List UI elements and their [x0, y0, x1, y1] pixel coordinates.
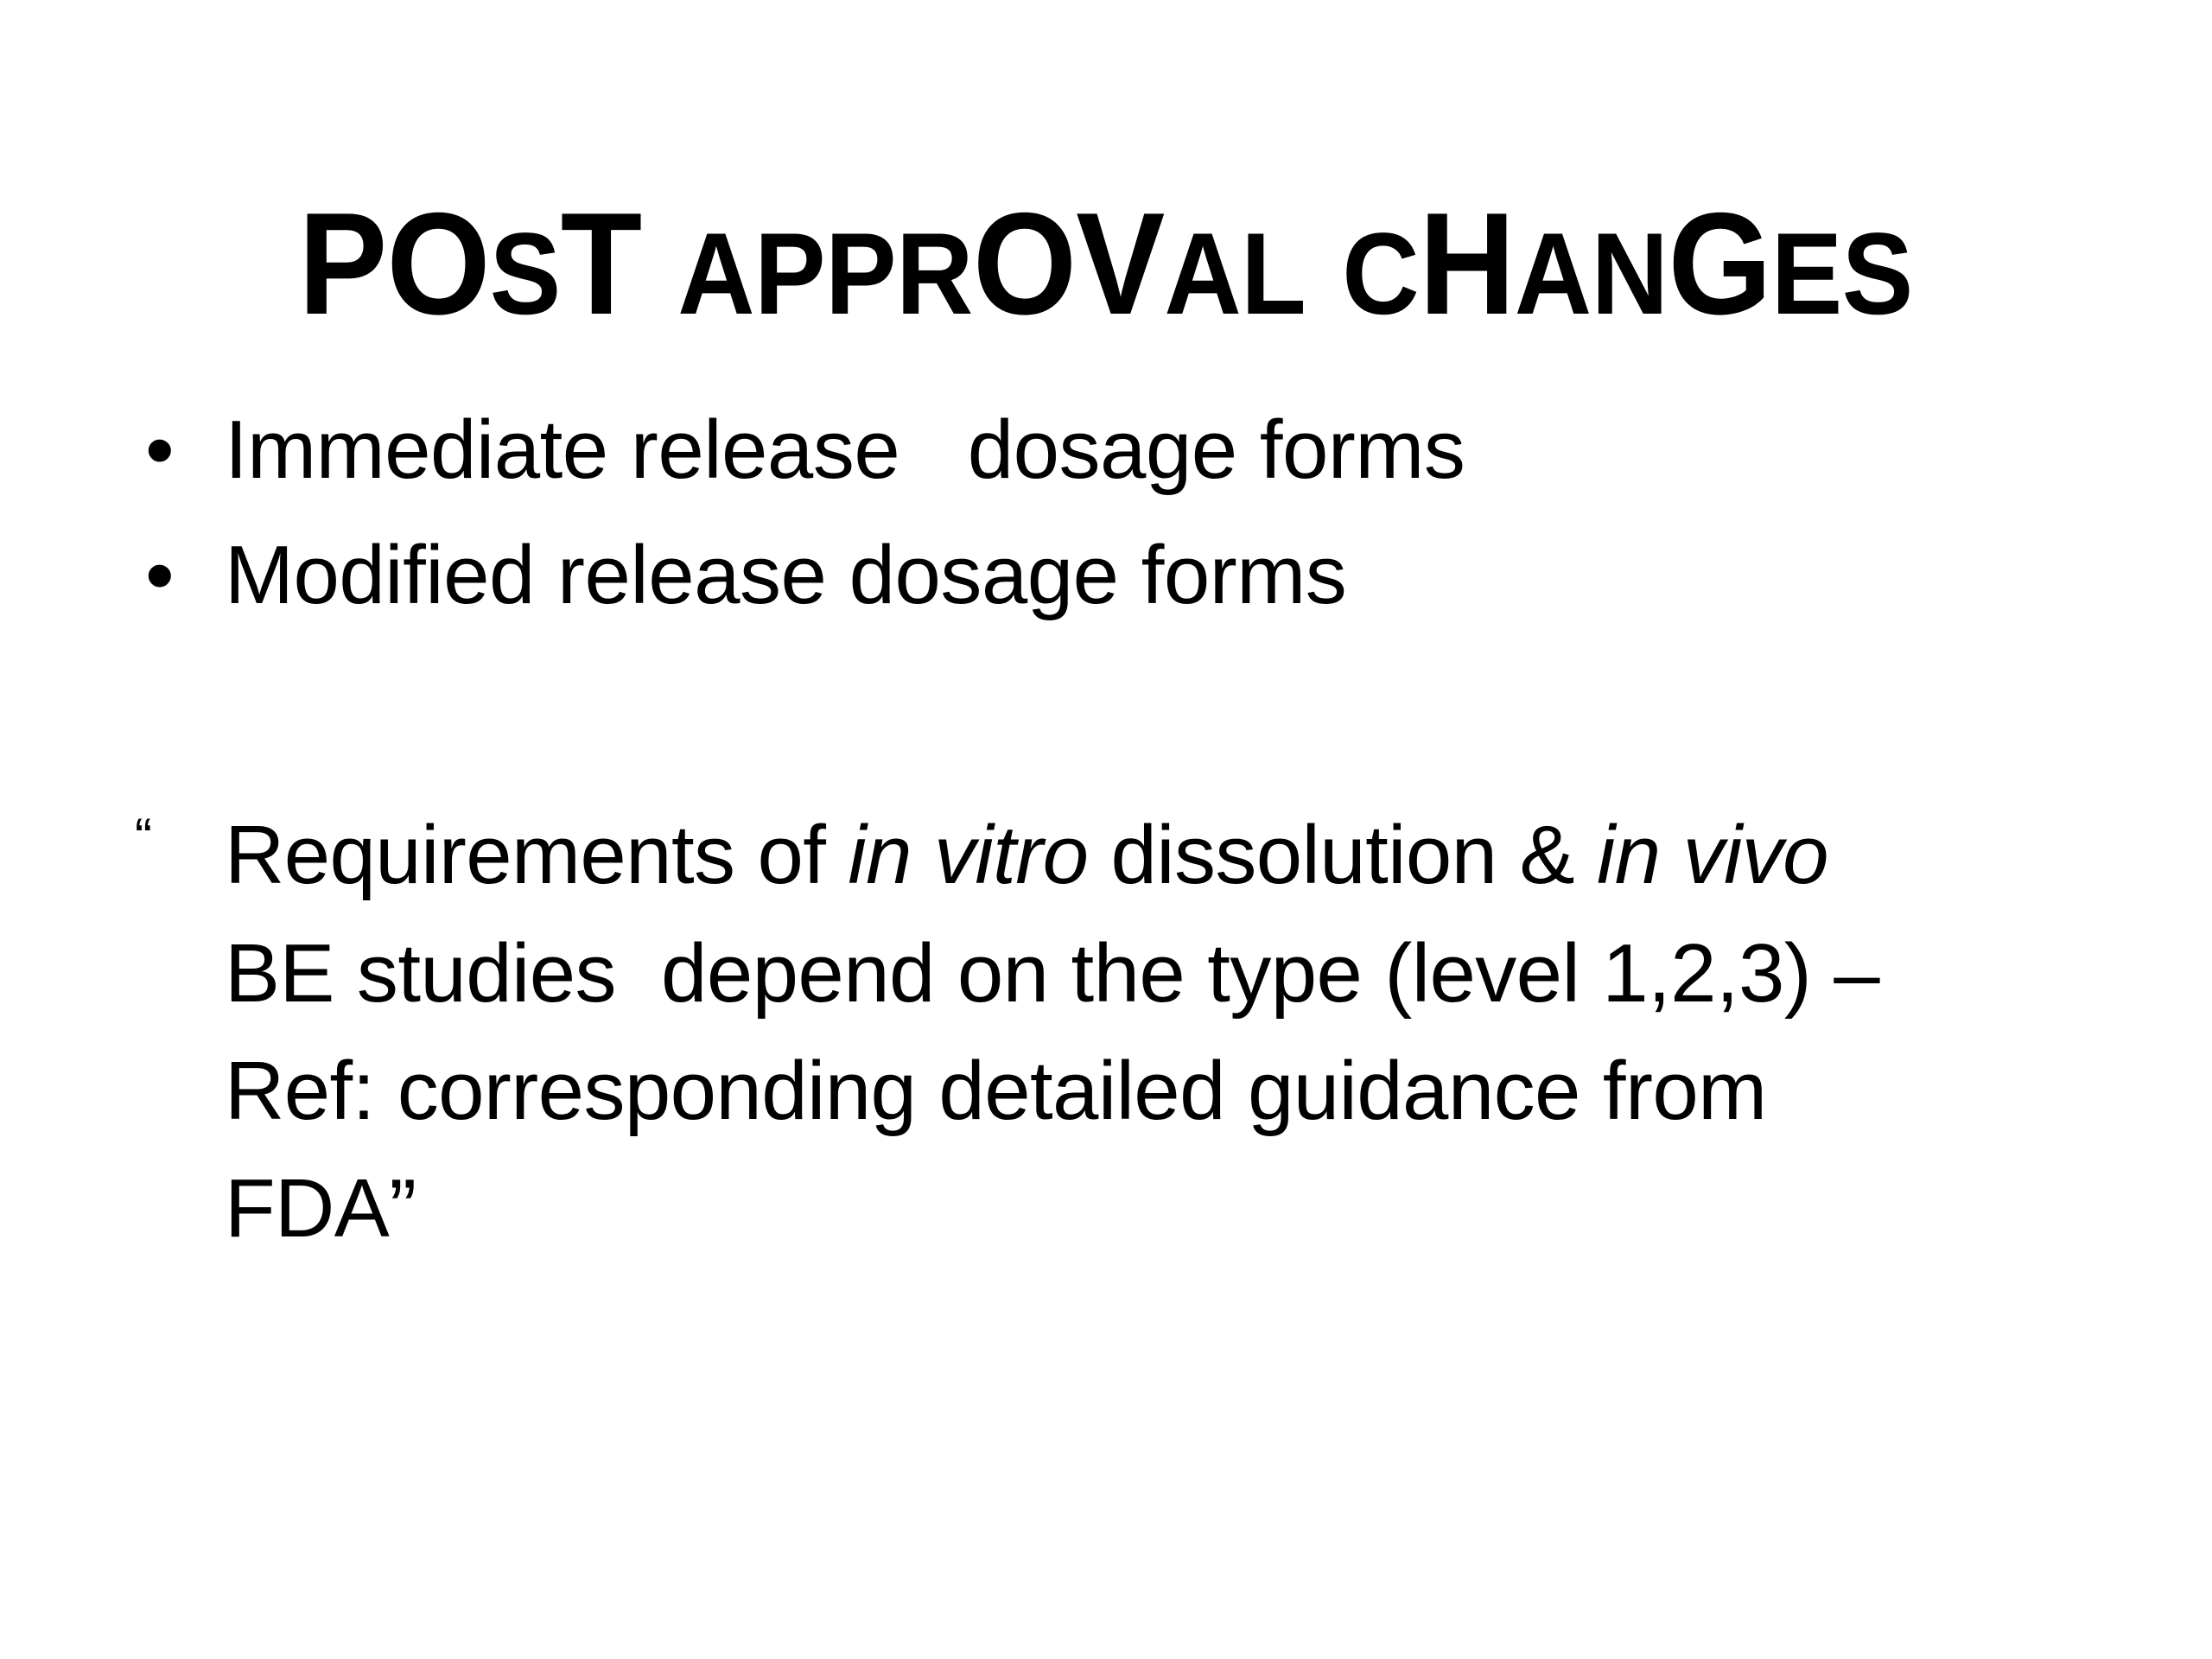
list-item: • Modified release dosage forms — [130, 524, 2117, 626]
opening-quote-mark: “ — [135, 808, 152, 867]
title-segment: G — [1668, 181, 1772, 345]
title-segment: S — [490, 208, 562, 339]
quote-text: Requirements of — [225, 809, 849, 902]
title-segment: C — [1342, 208, 1420, 339]
quote-paragraph: Requirements of in vitro dissolution & i… — [225, 797, 1880, 1268]
quote-emphasis: in vitro — [848, 809, 1089, 902]
quote-line: BE studies depend on the type (level 1,2… — [225, 915, 1880, 1033]
title-segment: PPR — [754, 208, 974, 339]
bullet-marker-icon: • — [145, 404, 175, 496]
quote-emphasis: in vivo — [1597, 809, 1829, 902]
title-segment: A — [677, 208, 755, 339]
quote-line: Ref: corresponding detailed guidance fro… — [225, 1033, 1806, 1150]
quote-block: “ Requirements of in vitro dissolution &… — [130, 797, 2117, 1268]
bullet-text-modified-release: Modified release dosage forms — [225, 529, 1347, 622]
quote-text: Ref: corresponding detailed guidance fro… — [225, 1044, 1767, 1137]
page-title: POST APPROVAL CHANGES — [299, 191, 1914, 336]
bullet-marker-icon: • — [145, 529, 175, 622]
title-segment: ES — [1771, 208, 1914, 339]
bullet-text-immediate-release: Immediate release dosage forms — [225, 404, 1465, 496]
title-segment — [1306, 182, 1343, 345]
list-item: • Immediate release dosage forms — [130, 399, 2117, 500]
title-segment: H — [1419, 181, 1516, 345]
title-segment: O — [973, 181, 1077, 345]
title-container: POST APPROVAL CHANGES — [0, 93, 2212, 433]
quote-line: FDA” — [225, 1150, 1806, 1268]
title-segment: T — [561, 181, 642, 345]
title-segment: AN — [1515, 208, 1669, 339]
quote-text: FDA” — [225, 1162, 416, 1255]
slide-body: • Immediate release dosage forms • Modif… — [130, 399, 2117, 1268]
spacer — [130, 650, 2117, 797]
title-segment: V — [1076, 181, 1166, 345]
title-segment: AL — [1164, 208, 1306, 339]
quote-line: Requirements of in vitro dissolution & i… — [225, 797, 1829, 914]
quote-text: BE studies depend on the type (level 1,2… — [225, 926, 1880, 1020]
title-segment: P — [298, 181, 388, 345]
title-segment: O — [386, 181, 491, 345]
quote-text: dissolution & — [1088, 809, 1598, 902]
title-segment — [642, 182, 678, 345]
